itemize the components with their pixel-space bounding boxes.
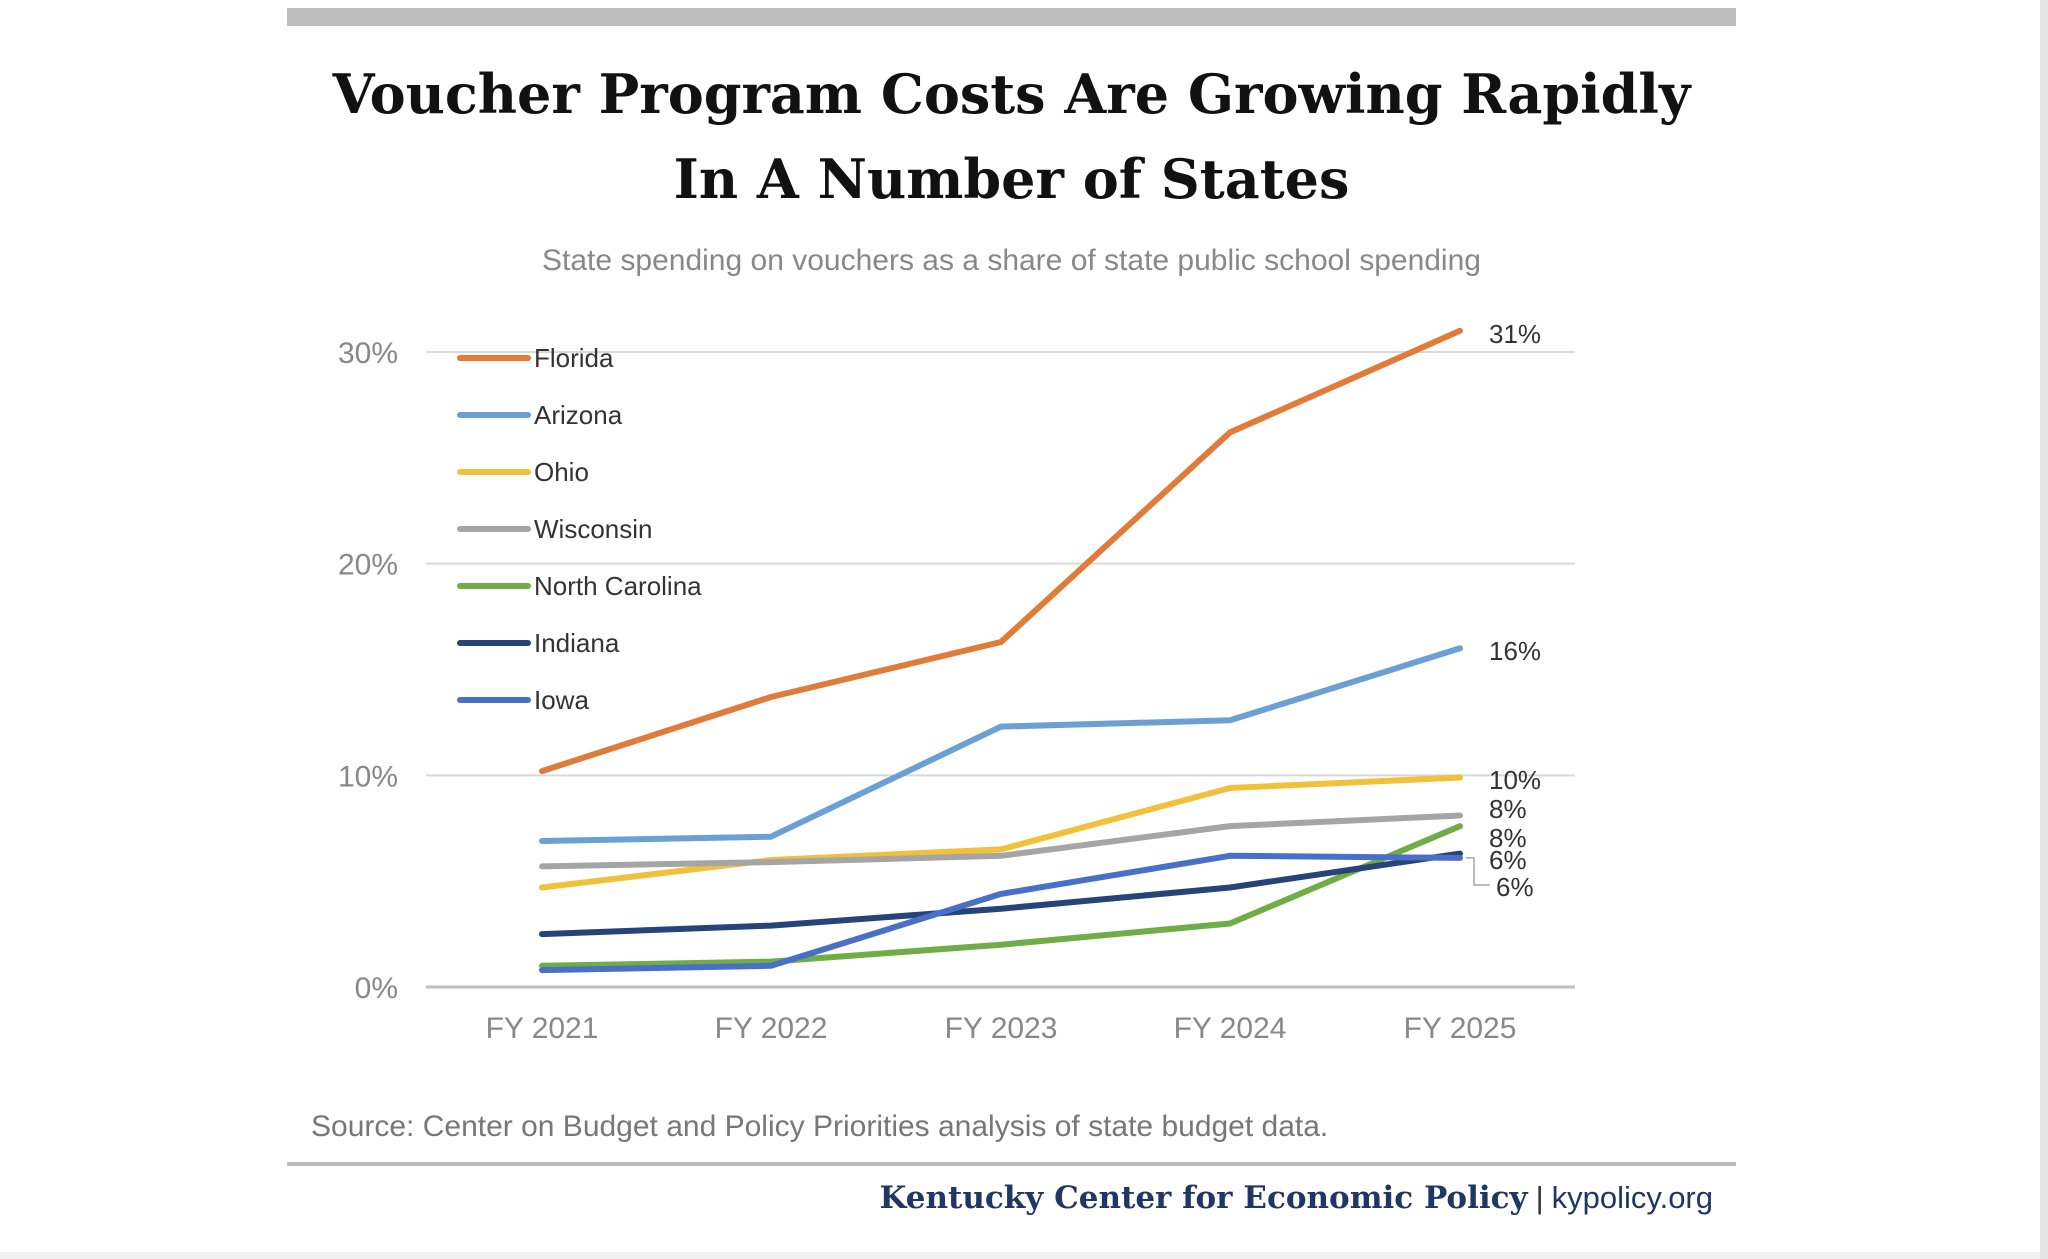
end-value-label: 31% bbox=[1489, 319, 1541, 349]
y-tick-label: 30% bbox=[338, 337, 398, 370]
legend-label: Wisconsin bbox=[534, 514, 652, 544]
footer-url[interactable]: kypolicy.org bbox=[1551, 1180, 1713, 1215]
footer-org: Kentucky Center for Economic Policy bbox=[879, 1180, 1528, 1216]
chart-title: Voucher Program Costs Are Growing Rapidl… bbox=[287, 52, 1736, 222]
x-tick-label: FY 2025 bbox=[1404, 1012, 1517, 1045]
series-line-iowa bbox=[539, 852, 1463, 974]
y-tick-label: 20% bbox=[338, 549, 398, 582]
legend-label: Florida bbox=[534, 343, 614, 373]
end-value-label: 6% bbox=[1496, 872, 1534, 902]
legend-label: Arizona bbox=[534, 400, 623, 430]
chart-title-line-1: Voucher Program Costs Are Growing Rapidl… bbox=[332, 62, 1691, 126]
end-value-label: 8% bbox=[1489, 794, 1527, 824]
x-tick-label: FY 2021 bbox=[486, 1012, 599, 1045]
x-tick-label: FY 2022 bbox=[715, 1012, 828, 1045]
legend-label: North Carolina bbox=[534, 571, 702, 601]
end-value-label: 8% bbox=[1489, 823, 1527, 853]
footer: Kentucky Center for Economic Policy | kypo… bbox=[880, 1178, 1713, 1218]
legend-label: Indiana bbox=[534, 628, 620, 658]
chart-subtitle: State spending on vouchers as a share of… bbox=[542, 244, 1481, 277]
end-value-label: 6% bbox=[1489, 845, 1527, 875]
x-tick-label: FY 2024 bbox=[1174, 1012, 1287, 1045]
x-tick-label: FY 2023 bbox=[945, 1012, 1058, 1045]
end-value-label: 10% bbox=[1489, 765, 1541, 795]
y-tick-label: 0% bbox=[355, 972, 398, 1005]
end-value-label: 16% bbox=[1489, 636, 1541, 666]
footer-separator: | bbox=[1535, 1180, 1544, 1215]
series-line-indiana bbox=[539, 850, 1463, 938]
viewer-edge bbox=[2040, 0, 2048, 1259]
label-leader-line bbox=[1466, 857, 1490, 886]
series-line-florida bbox=[539, 327, 1463, 775]
series-line-arizona bbox=[539, 645, 1463, 844]
series-line-ohio bbox=[539, 774, 1463, 891]
legend-label: Ohio bbox=[534, 457, 589, 487]
series-line-wisconsin bbox=[539, 812, 1463, 870]
chart-title-line-2: In A Number of States bbox=[673, 147, 1350, 211]
bottom-rule bbox=[287, 1162, 1736, 1166]
viewer-bottom-edge bbox=[0, 1252, 2040, 1259]
source-note: Source: Center on Budget and Policy Prio… bbox=[311, 1110, 1329, 1143]
top-rule bbox=[287, 8, 1736, 26]
y-tick-label: 10% bbox=[338, 760, 398, 793]
legend-label: Iowa bbox=[534, 685, 589, 715]
series-line-north-carolina bbox=[539, 823, 1463, 969]
